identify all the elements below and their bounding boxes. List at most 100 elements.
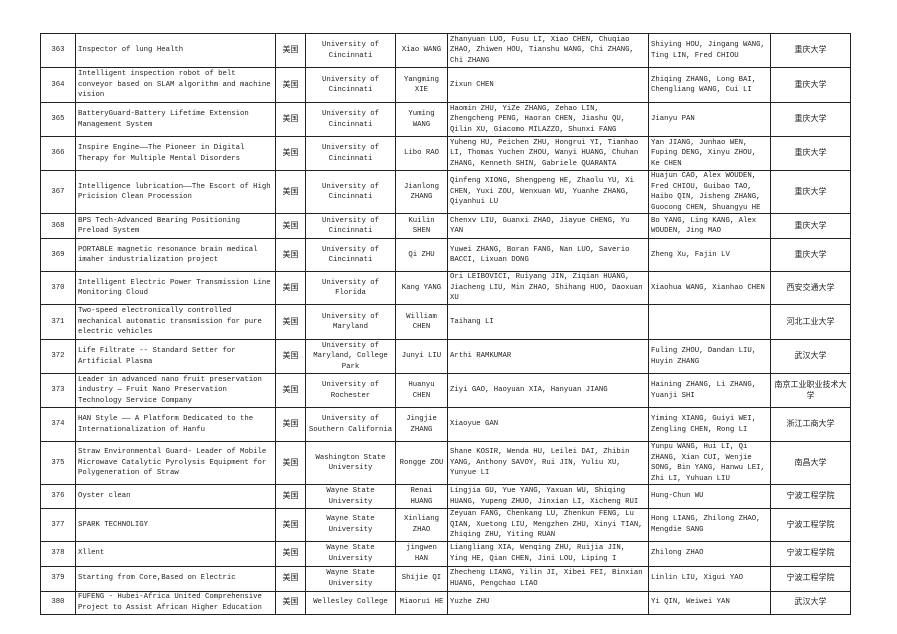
advisors-cell: Yunpu WANG, Hui LI, Qi ZHANG, Xian CUI, … xyxy=(648,441,771,485)
university-cell: University of Southern California xyxy=(305,407,396,442)
team-members-cell: Zixun CHEN xyxy=(447,67,649,103)
chinese-university-cell: 重庆大学 xyxy=(770,136,851,171)
team-members-cell: Liangliang XIA, Wenqing ZHU, Ruijia JIN,… xyxy=(447,540,649,567)
team-members-cell: Haomin ZHU, YiZe ZHANG, Zehao LIN, Zheng… xyxy=(447,102,649,137)
advisors-cell: Shiying HOU, Jingang WANG, Ting LIN, Fre… xyxy=(648,33,771,68)
table-row: 376 Oyster clean 美国 Wayne State University R… xyxy=(40,484,851,509)
table-row: 369 PORTABLE magnetic resonance brain med… xyxy=(40,238,851,272)
team-members-cell: Yuwei ZHANG, Boran FANG, Nan LUO, Saveri… xyxy=(447,238,649,272)
university-cell: University of Cincinnati xyxy=(305,213,396,239)
chinese-university-cell: 武汉大学 xyxy=(770,590,851,615)
team-leader-cell: Rongge ZOU xyxy=(395,441,448,485)
chinese-university-cell: 重庆大学 xyxy=(770,67,851,103)
row-number-cell: 370 xyxy=(40,271,76,305)
row-number-cell: 372 xyxy=(40,339,76,374)
table-row: 367 Intelligence lubrication——The Escort … xyxy=(40,170,851,214)
country-cell: 美国 xyxy=(275,590,306,615)
advisors-cell: Haining ZHANG, Li ZHANG, Yuanji SHI xyxy=(648,373,771,408)
chinese-university-cell: 重庆大学 xyxy=(770,33,851,68)
country-cell: 美国 xyxy=(275,407,306,442)
team-leader-cell: Renai HUANG xyxy=(395,484,448,509)
advisors-cell: Hung-Chun WU xyxy=(648,484,771,509)
advisors-cell: Yan JIANG, Junhao WEN, Fuping DENG, Xiny… xyxy=(648,136,771,171)
chinese-university-cell: 重庆大学 xyxy=(770,170,851,214)
team-leader-cell: Miaorui HE xyxy=(395,590,448,615)
project-name-cell: Straw Environmental Guard- Leader of Mob… xyxy=(75,441,276,485)
team-leader-cell: Jingjie ZHANG xyxy=(395,407,448,442)
team-members-cell: Qinfeng XIONG, Shengpeng HE, Zhaolu YU, … xyxy=(447,170,649,214)
country-cell: 美国 xyxy=(275,170,306,214)
university-cell: University of Florida xyxy=(305,271,396,305)
team-members-cell: Arthi RAMKUMAR xyxy=(447,339,649,374)
project-name-cell: Starting from Core,Based on Electric xyxy=(75,565,276,592)
university-cell: University of Cincinnati xyxy=(305,238,396,272)
advisors-cell: Huajun CAO, Alex WOUDEN, Fred CHIOU, Gui… xyxy=(648,170,771,214)
table-row: 365 BatteryGuard-Battery Lifetime Extensi… xyxy=(40,102,851,137)
row-number-cell: 367 xyxy=(40,170,76,214)
country-cell: 美国 xyxy=(275,102,306,137)
team-leader-cell: Yuming WANG xyxy=(395,102,448,137)
table-row: 379 Starting from Core,Based on Electric 美… xyxy=(40,565,851,592)
advisors-cell: Bo YANG, Ling KANG, Alex WOUDEN, Jing MA… xyxy=(648,213,771,239)
country-cell: 美国 xyxy=(275,213,306,239)
advisors-cell: Yiming XIANG, Guiyi WEI, Zengling CHEN, … xyxy=(648,407,771,442)
row-number-cell: 379 xyxy=(40,565,76,592)
country-cell: 美国 xyxy=(275,136,306,171)
row-number-cell: 366 xyxy=(40,136,76,171)
project-name-cell: Two-speed electronically controlled mech… xyxy=(75,304,276,340)
team-leader-cell: jingwen HAN xyxy=(395,540,448,567)
project-name-cell: Intelligence lubrication——The Escort of … xyxy=(75,170,276,214)
advisors-cell: Yi QIN, Weiwei YAN xyxy=(648,590,771,615)
row-number-cell: 373 xyxy=(40,373,76,408)
chinese-university-cell: 武汉大学 xyxy=(770,339,851,374)
table-row: 371 Two-speed electronically controlled m… xyxy=(40,304,851,340)
team-leader-cell: Huanyu CHEN xyxy=(395,373,448,408)
chinese-university-cell: 南京工业职业技术大学 xyxy=(770,373,851,408)
country-cell: 美国 xyxy=(275,271,306,305)
country-cell: 美国 xyxy=(275,540,306,567)
chinese-university-cell: 宁波工程学院 xyxy=(770,540,851,567)
row-number-cell: 363 xyxy=(40,33,76,68)
row-number-cell: 369 xyxy=(40,238,76,272)
country-cell: 美国 xyxy=(275,304,306,340)
row-number-cell: 368 xyxy=(40,213,76,239)
team-leader-cell: Shijie QI xyxy=(395,565,448,592)
project-name-cell: SPARK TECHNOLIGY xyxy=(75,508,276,542)
row-number-cell: 378 xyxy=(40,540,76,567)
university-cell: University of Rochester xyxy=(305,373,396,408)
project-name-cell: BatteryGuard-Battery Lifetime Extension … xyxy=(75,102,276,137)
university-cell: Washington State University xyxy=(305,441,396,485)
team-leader-cell: Libo RAO xyxy=(395,136,448,171)
chinese-university-cell: 宁波工程学院 xyxy=(770,508,851,542)
university-cell: University of Cincinnati xyxy=(305,136,396,171)
team-members-cell: Zhanyuan LUO, Fusu LI, Xiao CHEN, Chuqia… xyxy=(447,33,649,68)
table-row: 372 Life Filtrate -- Standard Setter for … xyxy=(40,339,851,374)
university-cell: University of Cincinnati xyxy=(305,170,396,214)
project-name-cell: FUFENG - Hubei-Africa United Comprehensi… xyxy=(75,590,276,615)
university-cell: University of Cincinnati xyxy=(305,102,396,137)
table-row: 373 Leader in advanced nano fruit preserv… xyxy=(40,373,851,408)
university-cell: University of Cincinnati xyxy=(305,67,396,103)
chinese-university-cell: 西安交通大学 xyxy=(770,271,851,305)
chinese-university-cell: 浙江工商大学 xyxy=(770,407,851,442)
project-name-cell: PORTABLE magnetic resonance brain medica… xyxy=(75,238,276,272)
country-cell: 美国 xyxy=(275,339,306,374)
project-name-cell: HAN Style —— A Platform Dedicated to the… xyxy=(75,407,276,442)
university-cell: University of Cincinnati xyxy=(305,33,396,68)
team-leader-cell: Junyi LIU xyxy=(395,339,448,374)
table-row: 370 Intelligent Electric Power Transmissi… xyxy=(40,271,851,305)
advisors-cell: Fuling ZHOU, Dandan LIU, Huyin ZHANG xyxy=(648,339,771,374)
university-cell: Wayne State University xyxy=(305,565,396,592)
country-cell: 美国 xyxy=(275,33,306,68)
team-members-cell: Chenxv LIU, Guanxi ZHAO, Jiayue CHENG, Y… xyxy=(447,213,649,239)
table-row: 363 Inspector of lung Health 美国 University … xyxy=(40,33,851,68)
team-leader-cell: William CHEN xyxy=(395,304,448,340)
university-cell: University of Maryland, College Park xyxy=(305,339,396,374)
advisors-cell: Zheng Xu, Fajin LV xyxy=(648,238,771,272)
project-name-cell: Xllent xyxy=(75,540,276,567)
row-number-cell: 364 xyxy=(40,67,76,103)
advisors-cell: Zhilong ZHAO xyxy=(648,540,771,567)
advisors-cell: Jianyu PAN xyxy=(648,102,771,137)
row-number-cell: 377 xyxy=(40,508,76,542)
project-name-cell: Inspector of lung Health xyxy=(75,33,276,68)
